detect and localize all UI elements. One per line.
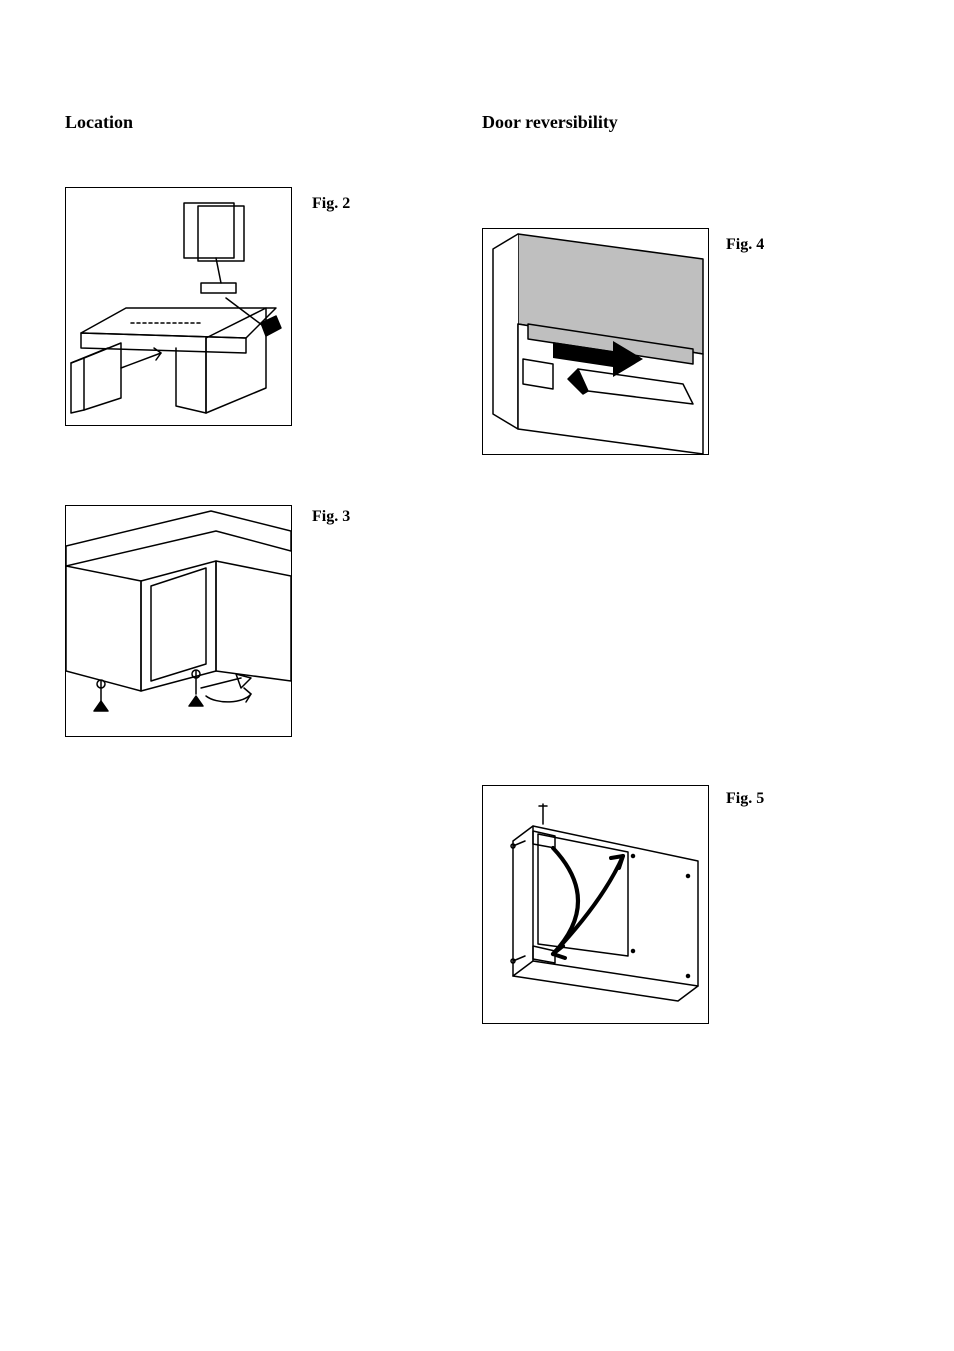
page: Location Door reversibility Fig. 2	[0, 0, 954, 1351]
fig4-label: Fig. 4	[726, 236, 764, 254]
fig5-svg	[483, 786, 708, 1023]
fig3-label: Fig. 3	[312, 508, 350, 526]
fig5-label: Fig. 5	[726, 790, 764, 808]
fig3-svg	[66, 506, 291, 736]
fig2-box	[65, 187, 292, 426]
fig2-svg	[66, 188, 291, 425]
heading-location: Location	[65, 112, 133, 133]
fig2-label: Fig. 2	[312, 195, 350, 213]
heading-door-reversibility: Door reversibility	[482, 112, 618, 133]
fig5-box	[482, 785, 709, 1024]
fig4-box	[482, 228, 709, 455]
fig4-svg	[483, 229, 708, 454]
fig3-box	[65, 505, 292, 737]
